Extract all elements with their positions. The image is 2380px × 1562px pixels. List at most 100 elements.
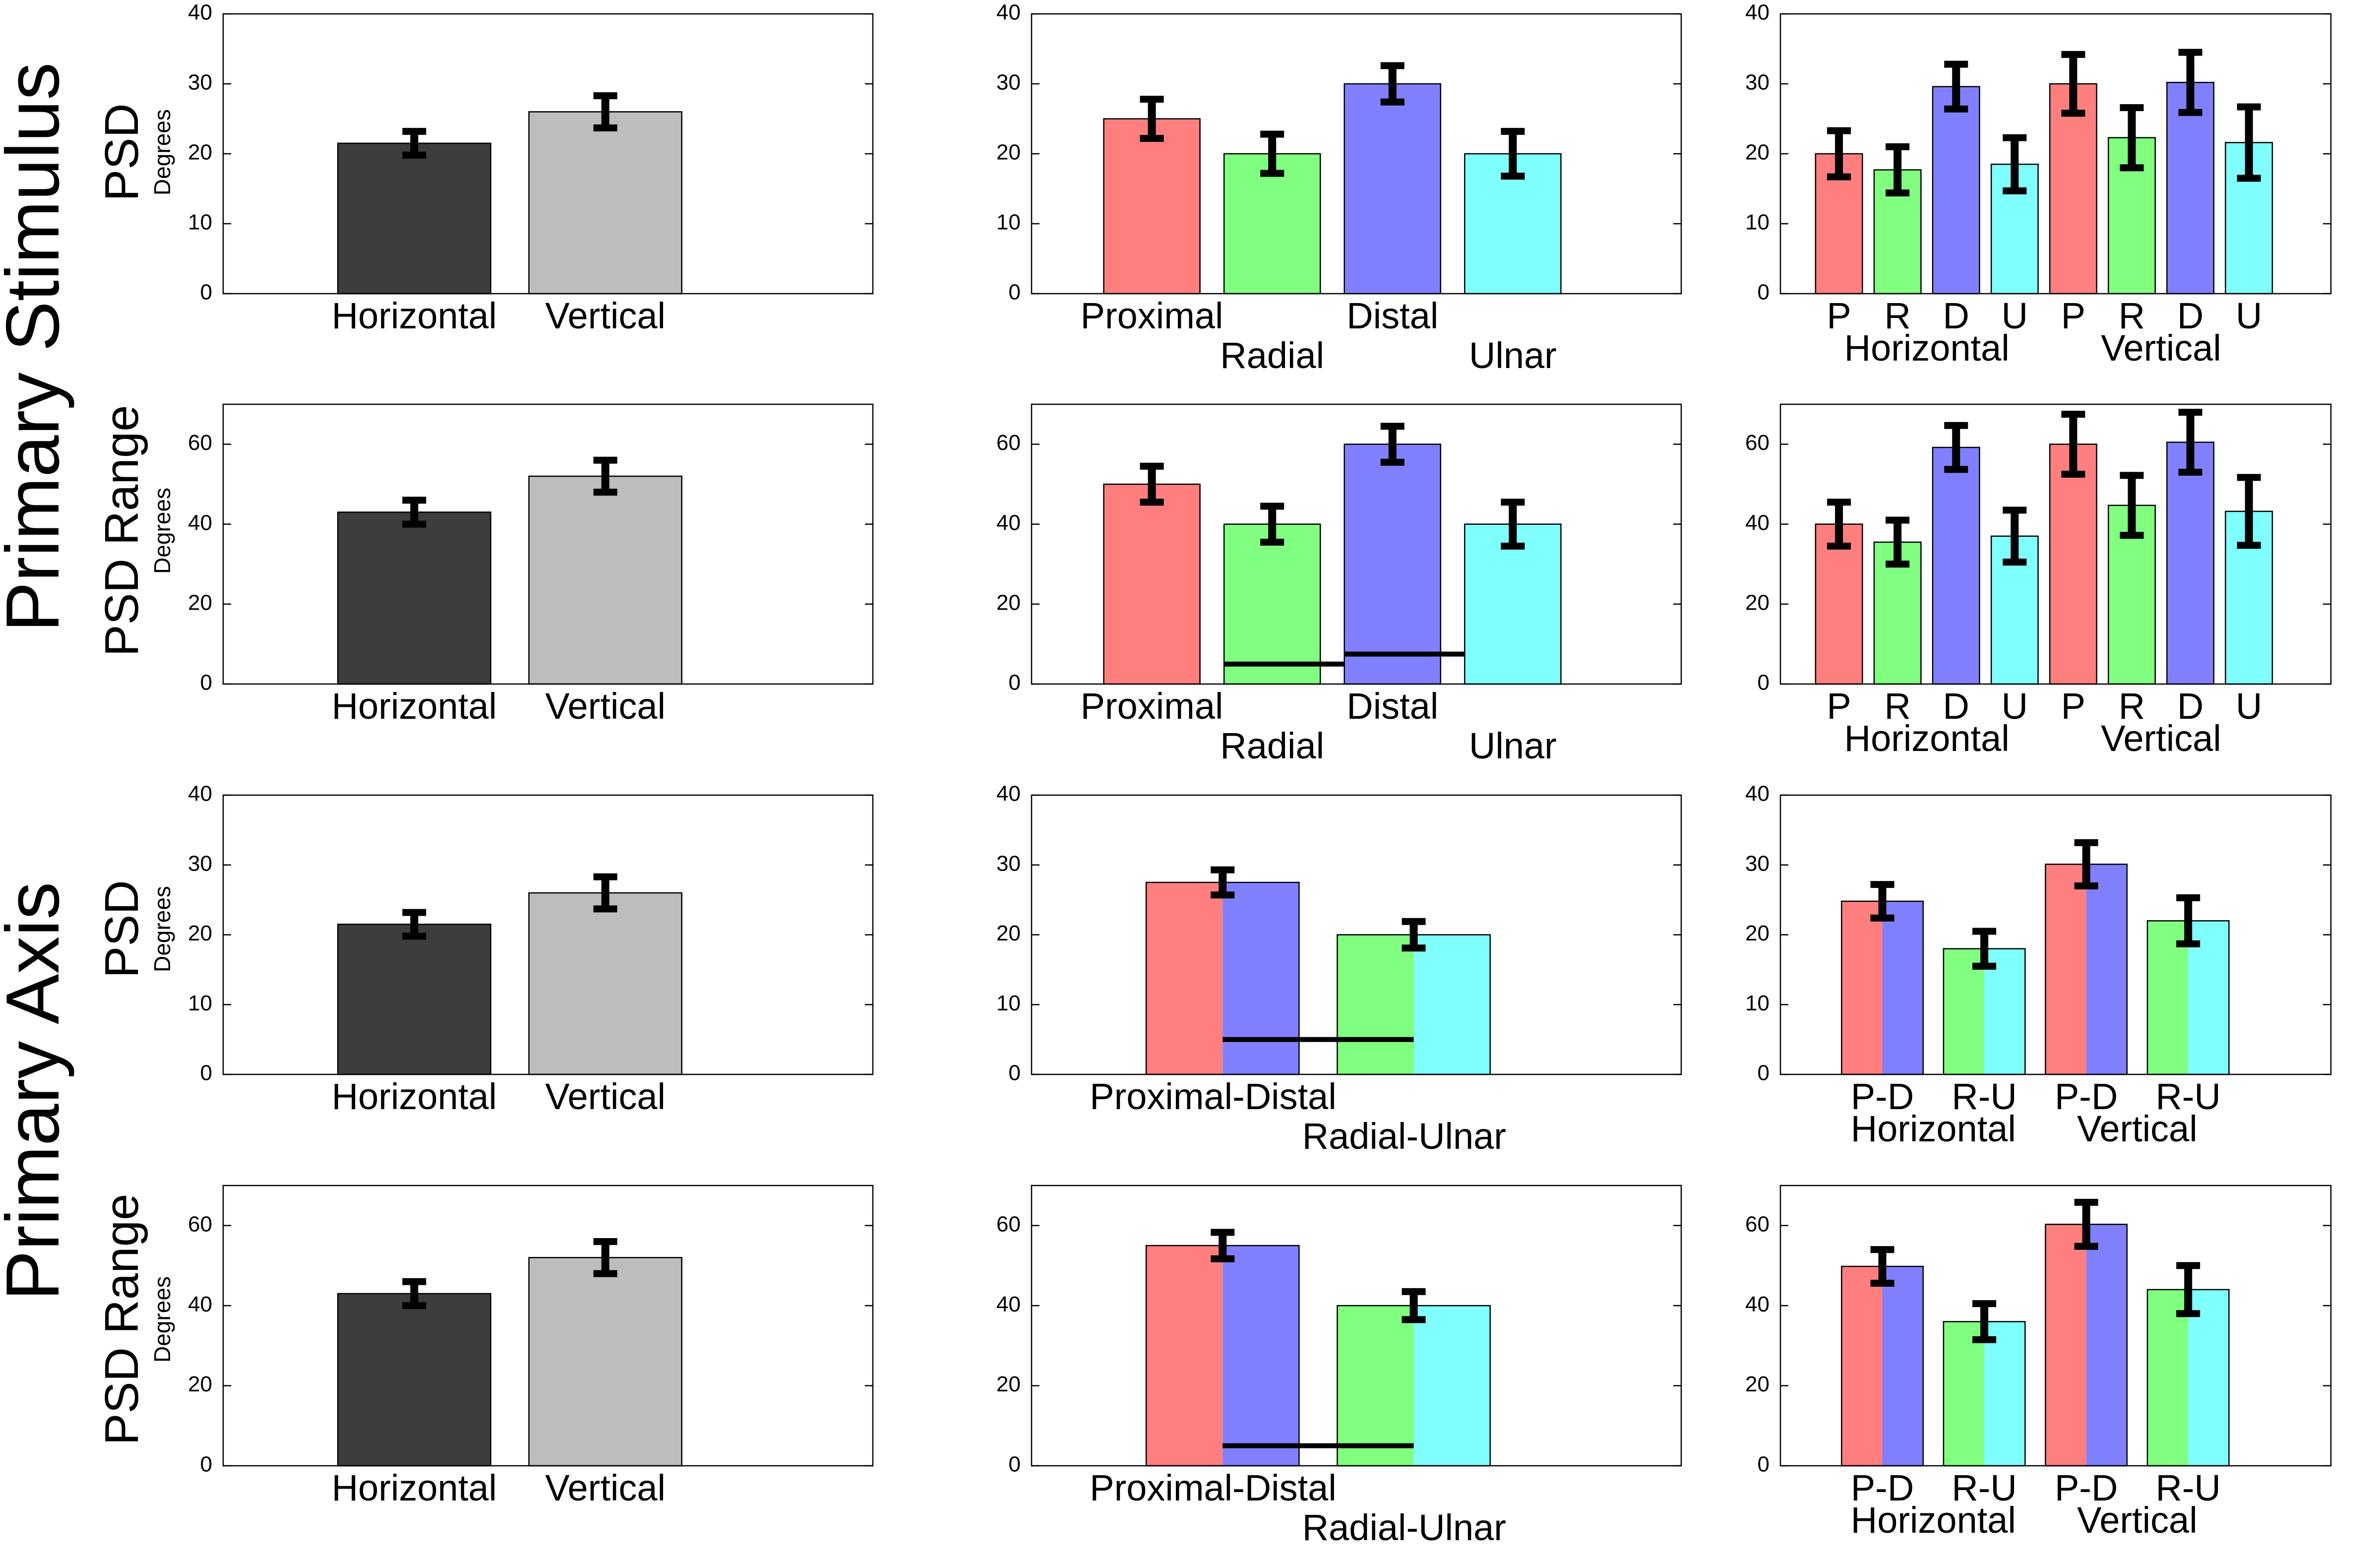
bar	[2049, 443, 2097, 685]
axes-frame	[1779, 1185, 2332, 1467]
y-tick-label: 40	[996, 782, 1021, 806]
y-tick-label: 40	[188, 0, 212, 25]
y-tick-label: 20	[188, 1372, 212, 1396]
y-tick-label: 20	[188, 590, 212, 615]
x-group-label: Vertical	[2101, 327, 2221, 369]
x-category-label: R	[2119, 686, 2145, 727]
x-category-label: R-U	[1952, 1076, 2017, 1117]
bar	[528, 111, 682, 295]
y-tick-label: 30	[1745, 851, 1770, 875]
y-tick-label: 20	[1745, 590, 1770, 615]
bar-left-half	[1841, 901, 1883, 1074]
bar-right-half	[2188, 1289, 2229, 1466]
x-category-label: Horizontal	[332, 1076, 497, 1117]
bar	[1103, 118, 1201, 295]
x-category-label: R	[1884, 686, 1910, 727]
y-tick-label: 20	[996, 921, 1021, 945]
y-tick-label: 0	[1758, 1061, 1770, 1085]
x-category-label: Ulnar	[1469, 725, 1557, 766]
y-tick-label: 10	[996, 991, 1021, 1015]
row-3-ylabel-units: Degrees	[149, 1276, 175, 1363]
bar	[1103, 483, 1201, 685]
section-label-primary-axis: Primary Axis	[0, 882, 75, 1301]
y-tick-label: 40	[996, 510, 1021, 535]
bar-left-half	[2147, 1289, 2189, 1466]
x-category-label: Vertical	[545, 1467, 666, 1508]
y-tick-label: 0	[1009, 1061, 1021, 1085]
x-category-label: Horizontal	[332, 1467, 497, 1508]
bar-left-half	[2045, 864, 2086, 1074]
y-tick-label: 30	[188, 70, 212, 95]
y-tick-label: 0	[1758, 280, 1770, 305]
x-category-label: Ulnar	[1469, 335, 1557, 376]
bar-left-half	[1146, 882, 1223, 1074]
x-category-label: P-D	[1851, 1467, 1914, 1508]
y-tick-label: 0	[1758, 671, 1770, 695]
bar	[337, 511, 491, 685]
bar-left-half	[1146, 1246, 1223, 1466]
chart-panel-r1-c0: 0 20 40 60 Horizontal Vertical	[188, 403, 874, 727]
y-tick-label: 0	[1009, 671, 1021, 695]
x-category-label: P-D	[2055, 1076, 2118, 1117]
x-group-label: Vertical	[2077, 1108, 2197, 1149]
x-category-label: Proximal	[1081, 686, 1223, 727]
x-category-label: U	[2002, 295, 2028, 336]
row-2-ylabel: PSD	[95, 880, 148, 978]
y-tick-label: 20	[1745, 1372, 1770, 1396]
row-0-ylabel: PSD	[95, 103, 148, 201]
bar	[1873, 169, 1922, 295]
bar	[1223, 523, 1321, 685]
row-3-ylabel: PSD Range	[95, 1194, 148, 1445]
y-tick-label: 40	[188, 782, 212, 806]
bar-left-half	[1943, 948, 1985, 1074]
x-category-label: Radial	[1220, 725, 1324, 766]
y-tick-label: 20	[188, 140, 212, 165]
x-category-label: Distal	[1346, 686, 1438, 727]
bar	[1343, 83, 1442, 295]
bar-right-half	[2086, 864, 2127, 1074]
x-group-label: Vertical	[2101, 718, 2221, 759]
x-category-label: Horizontal	[332, 686, 497, 727]
y-tick-label: 40	[996, 1292, 1021, 1316]
y-tick-label: 0	[1009, 280, 1021, 305]
bar	[528, 1257, 682, 1467]
y-tick-label: 40	[1745, 782, 1770, 806]
x-category-label: Radial	[1220, 335, 1324, 376]
y-tick-label: 30	[996, 70, 1021, 95]
y-tick-label: 40	[188, 510, 212, 535]
bar-right-half	[1222, 1246, 1299, 1466]
x-category-label: R	[2119, 295, 2145, 336]
bar-right-half	[1413, 1306, 1490, 1466]
x-category-label: P-D	[2055, 1467, 2118, 1508]
x-category-label: P	[1827, 686, 1851, 727]
y-tick-label: 20	[996, 1372, 1021, 1396]
y-tick-label: 40	[996, 0, 1021, 25]
bar-right-half	[1984, 948, 2025, 1074]
x-category-label: P	[2061, 686, 2085, 727]
bar-right-half	[1222, 882, 1299, 1074]
bar-right-half	[2086, 1224, 2127, 1466]
y-tick-label: 40	[1745, 510, 1770, 535]
y-tick-label: 0	[200, 671, 212, 695]
y-tick-label: 40	[1745, 1292, 1770, 1316]
y-tick-label: 20	[188, 921, 212, 945]
y-tick-label: 30	[188, 851, 212, 875]
chart-panel-r2-c0: 0 10 20 30 40 Horizontal Vertical	[188, 782, 874, 1117]
y-tick-label: 60	[188, 1212, 212, 1236]
y-tick-label: 10	[1745, 991, 1770, 1015]
y-tick-label: 60	[996, 1212, 1021, 1236]
y-tick-label: 60	[996, 431, 1021, 455]
bar	[2166, 81, 2215, 295]
x-category-label: R-U	[2155, 1076, 2221, 1117]
axes-frame	[1031, 403, 1682, 685]
x-category-label: R-U	[2155, 1467, 2221, 1508]
bar-left-half	[1841, 1266, 1883, 1466]
axes-frame	[222, 1185, 874, 1467]
